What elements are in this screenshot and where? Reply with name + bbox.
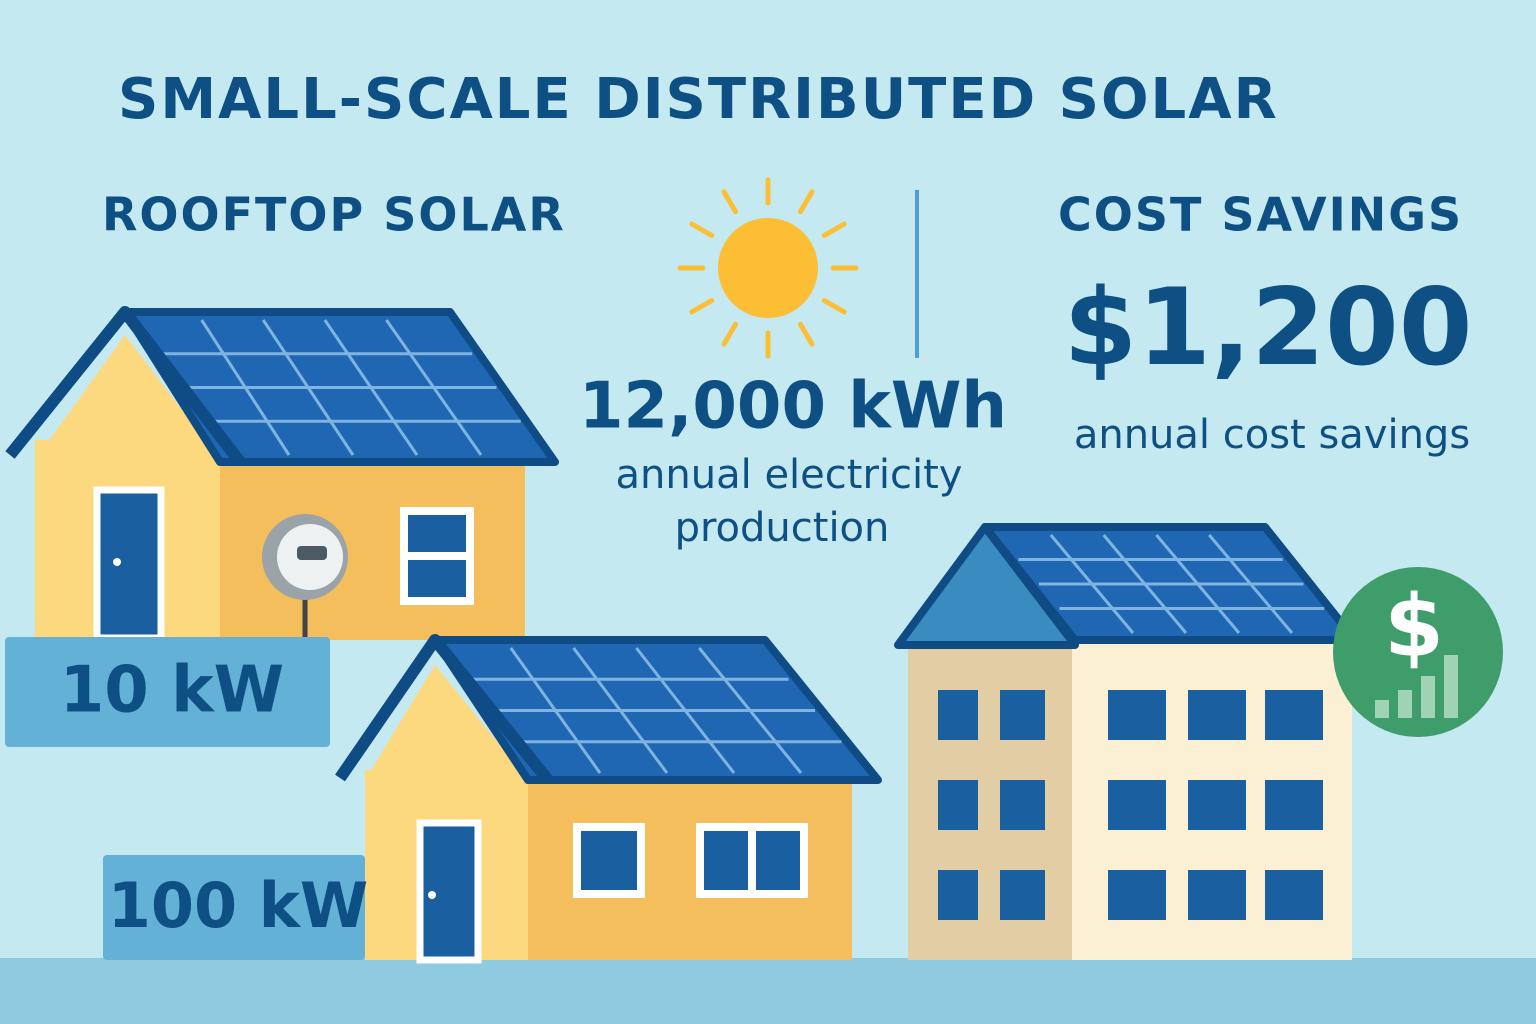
sun-ray bbox=[798, 321, 815, 347]
window bbox=[1265, 780, 1323, 830]
window bbox=[1000, 690, 1045, 740]
window bbox=[1265, 870, 1323, 920]
window bbox=[1000, 870, 1045, 920]
capacity-label: 10 kW bbox=[60, 654, 285, 728]
label-box bbox=[5, 637, 330, 747]
window bbox=[1108, 780, 1166, 830]
savings-icon: $ bbox=[1333, 567, 1503, 737]
building bbox=[894, 523, 1359, 960]
ground bbox=[0, 958, 1536, 1024]
window bbox=[1188, 870, 1246, 920]
dollar-sign: $ bbox=[1384, 576, 1444, 676]
capacity-label: 100 kW bbox=[108, 869, 369, 942]
title: SMALL-SCALE DISTRIBUTED SOLAR bbox=[118, 67, 1279, 132]
sun-ray bbox=[721, 321, 738, 347]
sun-ray bbox=[689, 221, 715, 238]
production-value: 12,000 kWh bbox=[579, 370, 1007, 444]
savings-desc: annual cost savings bbox=[1074, 412, 1470, 458]
savings-heading: COST SAVINGS bbox=[1058, 188, 1463, 242]
window bbox=[1265, 690, 1323, 740]
window bbox=[1108, 870, 1166, 920]
house bbox=[335, 634, 882, 964]
savings-amount: $1,200 bbox=[1063, 266, 1472, 389]
sun-ray bbox=[721, 189, 738, 215]
window bbox=[938, 870, 978, 920]
window bbox=[938, 780, 978, 830]
rooftop-heading: ROOFTOP SOLAR bbox=[102, 188, 566, 242]
sun-ray bbox=[798, 189, 815, 215]
window bbox=[1188, 690, 1246, 740]
window bbox=[1188, 780, 1246, 830]
window bbox=[1000, 780, 1045, 830]
production-desc: production bbox=[675, 505, 890, 551]
sun-ray bbox=[689, 298, 715, 315]
sun-ray bbox=[821, 221, 847, 238]
sun bbox=[677, 177, 859, 359]
label-box bbox=[103, 855, 365, 960]
window bbox=[1108, 690, 1166, 740]
window bbox=[938, 690, 978, 740]
house bbox=[5, 306, 559, 642]
production-desc: annual electricity bbox=[616, 452, 963, 498]
sun-ray bbox=[821, 298, 847, 315]
